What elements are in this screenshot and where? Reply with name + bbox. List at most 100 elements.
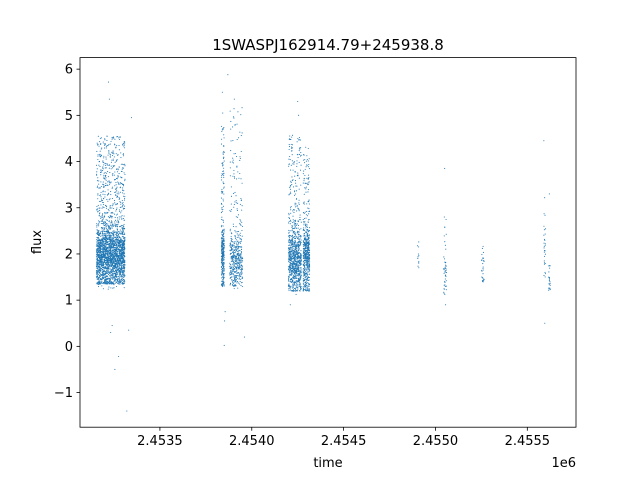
data-point xyxy=(223,274,225,276)
data-point xyxy=(96,174,98,176)
data-point xyxy=(119,280,121,282)
data-point xyxy=(112,150,114,152)
data-point xyxy=(294,264,296,266)
data-point xyxy=(223,176,225,179)
data-point xyxy=(300,261,302,263)
data-point xyxy=(123,275,125,277)
data-point xyxy=(444,266,446,268)
data-point xyxy=(122,236,124,238)
data-point xyxy=(122,270,124,272)
data-point xyxy=(234,260,236,262)
data-point xyxy=(293,266,295,268)
data-point xyxy=(233,246,235,248)
data-point xyxy=(122,187,124,189)
data-point xyxy=(305,275,307,277)
data-point xyxy=(110,205,112,207)
data-point xyxy=(290,274,293,276)
data-point xyxy=(104,212,106,214)
data-point xyxy=(118,256,120,258)
data-point xyxy=(101,215,103,217)
data-point xyxy=(291,258,293,260)
data-point xyxy=(116,154,118,156)
data-point xyxy=(307,288,309,290)
data-point xyxy=(221,91,223,93)
data-point xyxy=(101,207,103,209)
data-point xyxy=(295,222,297,225)
data-point xyxy=(233,263,235,265)
data-point xyxy=(295,203,297,205)
data-point xyxy=(295,274,297,276)
data-point xyxy=(109,275,111,277)
data-point xyxy=(97,223,99,225)
data-point xyxy=(124,261,126,264)
data-point xyxy=(288,261,290,263)
data-point xyxy=(236,123,238,125)
data-point xyxy=(113,253,116,255)
data-point xyxy=(101,214,103,216)
data-point xyxy=(300,250,302,252)
data-point xyxy=(103,204,105,206)
data-point xyxy=(121,210,123,212)
data-point xyxy=(96,209,98,211)
data-point xyxy=(239,256,242,258)
data-point xyxy=(231,244,233,246)
data-point xyxy=(121,276,123,278)
data-point xyxy=(289,240,291,242)
data-point xyxy=(107,255,109,257)
data-point xyxy=(221,235,223,237)
data-point xyxy=(234,257,236,259)
data-point xyxy=(238,262,240,264)
data-point xyxy=(123,144,125,146)
data-point xyxy=(290,147,292,149)
data-point xyxy=(220,143,223,145)
data-point xyxy=(291,238,293,240)
data-point xyxy=(113,237,115,239)
data-point xyxy=(98,271,100,273)
data-point xyxy=(302,247,304,250)
data-point xyxy=(99,243,101,245)
data-point xyxy=(305,269,307,271)
data-point xyxy=(111,152,113,154)
data-point xyxy=(107,288,109,290)
data-point xyxy=(291,256,293,258)
data-point xyxy=(221,250,223,252)
data-point xyxy=(305,244,307,246)
data-point xyxy=(549,284,551,286)
data-point xyxy=(120,261,122,263)
data-point xyxy=(117,251,119,253)
data-point xyxy=(444,293,446,295)
data-point xyxy=(299,235,301,237)
data-point xyxy=(293,228,295,230)
data-point xyxy=(113,268,115,270)
data-point xyxy=(114,282,116,284)
data-point xyxy=(120,246,122,248)
data-point xyxy=(299,216,301,219)
data-point xyxy=(289,155,291,158)
data-point xyxy=(241,256,243,258)
data-point xyxy=(239,235,241,237)
data-point xyxy=(303,227,305,229)
data-point xyxy=(296,281,298,283)
data-point xyxy=(116,221,118,223)
data-point xyxy=(122,204,124,206)
data-point xyxy=(294,255,296,257)
data-point xyxy=(105,146,107,148)
data-point xyxy=(304,262,306,264)
data-point xyxy=(116,226,118,228)
data-point xyxy=(292,261,294,263)
data-point xyxy=(294,226,296,228)
data-point xyxy=(297,271,300,273)
data-point xyxy=(97,278,100,280)
data-point xyxy=(121,206,124,208)
data-point xyxy=(110,250,112,252)
data-point xyxy=(304,238,306,240)
data-point xyxy=(117,244,119,246)
data-point xyxy=(106,232,108,234)
data-point xyxy=(308,208,310,210)
data-point xyxy=(237,171,239,173)
data-point xyxy=(292,286,294,288)
data-point xyxy=(98,270,100,272)
data-point xyxy=(296,244,298,246)
data-point xyxy=(297,241,299,243)
data-point xyxy=(100,257,102,259)
